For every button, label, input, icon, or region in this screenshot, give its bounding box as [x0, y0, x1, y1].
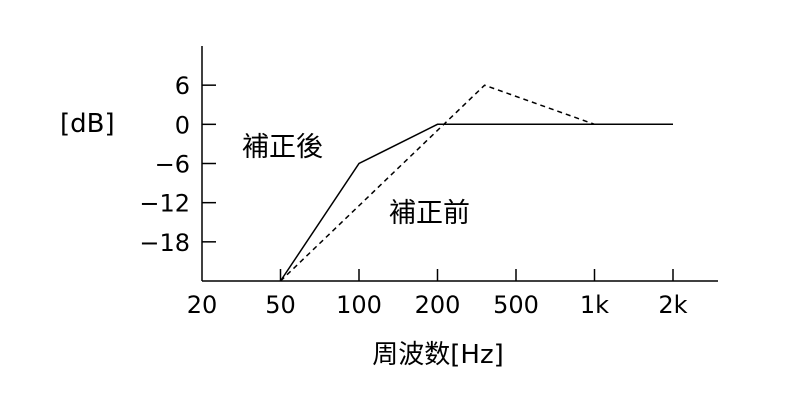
- x-tick-label: 50: [265, 291, 296, 319]
- series-line-uncorrected: [279, 84, 595, 282]
- y-tick-label: −6: [155, 151, 190, 179]
- y-tick-label: 0: [175, 111, 190, 139]
- x-tick-label: 100: [336, 291, 382, 319]
- x-tick-label: 200: [415, 291, 461, 319]
- x-tick-label: 1k: [580, 291, 609, 319]
- y-tick-label: −12: [139, 190, 190, 218]
- plot-frame: [201, 46, 718, 282]
- annotation-uncorrected: 補正前: [389, 198, 470, 229]
- x-axis-label: 周波数[Hz]: [372, 340, 504, 370]
- x-tick-label: 500: [493, 291, 539, 319]
- x-tick-label: 2k: [658, 291, 687, 319]
- series-lines: [279, 84, 673, 282]
- y-tick-label: 6: [175, 72, 190, 100]
- y-axis-label: [dB]: [60, 109, 115, 139]
- y-ticks: 6 0 −6 −12 −18: [139, 72, 216, 257]
- x-tick-label: 20: [187, 291, 218, 319]
- series-line-corrected: [279, 123, 673, 282]
- x-ticks: 20 50 100 200 500 1k 2k: [187, 269, 688, 319]
- annotation-corrected: 補正後: [242, 132, 323, 163]
- y-tick-label: −18: [139, 229, 190, 257]
